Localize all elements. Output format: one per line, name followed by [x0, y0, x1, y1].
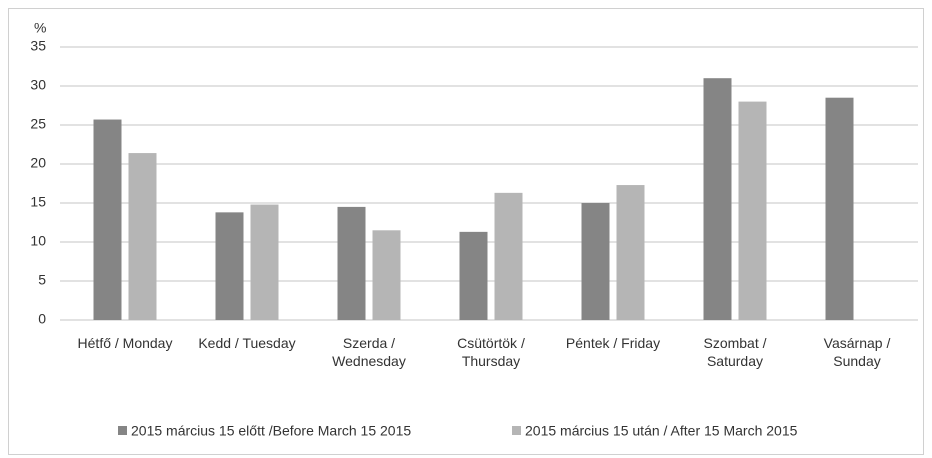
legend-swatch	[118, 426, 127, 435]
bar	[372, 230, 401, 320]
bar	[616, 185, 645, 320]
y-tick-label: 5	[38, 272, 46, 288]
bar	[703, 78, 732, 320]
y-tick-label: 15	[30, 194, 46, 210]
x-tick-label: Szerda / Wednesday	[332, 335, 406, 369]
x-tick-label: Csütörtök / Thursday	[457, 335, 525, 369]
bar	[93, 119, 122, 320]
y-tick-label: 10	[30, 233, 46, 249]
y-axis-label: %	[34, 20, 46, 36]
bar	[825, 97, 854, 320]
bar	[581, 203, 610, 320]
bar	[337, 206, 366, 320]
x-tick-label: Vasárnap / Sunday	[823, 335, 891, 369]
y-tick-label: 20	[30, 155, 46, 171]
y-tick-label: 30	[30, 77, 46, 93]
y-tick-label: 35	[30, 38, 46, 54]
bar	[250, 204, 279, 320]
x-tick-label: Péntek / Friday	[565, 335, 661, 351]
bar	[215, 212, 244, 320]
x-tick-label: Kedd / Tuesday	[198, 335, 296, 351]
legend-label: 2015 március 15 után / After 15 March 20…	[525, 423, 798, 439]
bar	[128, 153, 157, 320]
legend-label: 2015 március 15 előtt /Before March 15 2…	[131, 423, 411, 439]
y-tick-label: 0	[38, 311, 46, 327]
x-tick-label: Szombat / Saturday	[703, 335, 767, 369]
x-tick-label: Hétfő / Monday	[77, 335, 173, 351]
bar	[738, 101, 767, 320]
chart-border	[8, 8, 924, 455]
y-tick-label: 25	[30, 116, 46, 132]
bar	[459, 231, 488, 320]
bar	[494, 192, 523, 320]
legend-swatch	[512, 426, 521, 435]
